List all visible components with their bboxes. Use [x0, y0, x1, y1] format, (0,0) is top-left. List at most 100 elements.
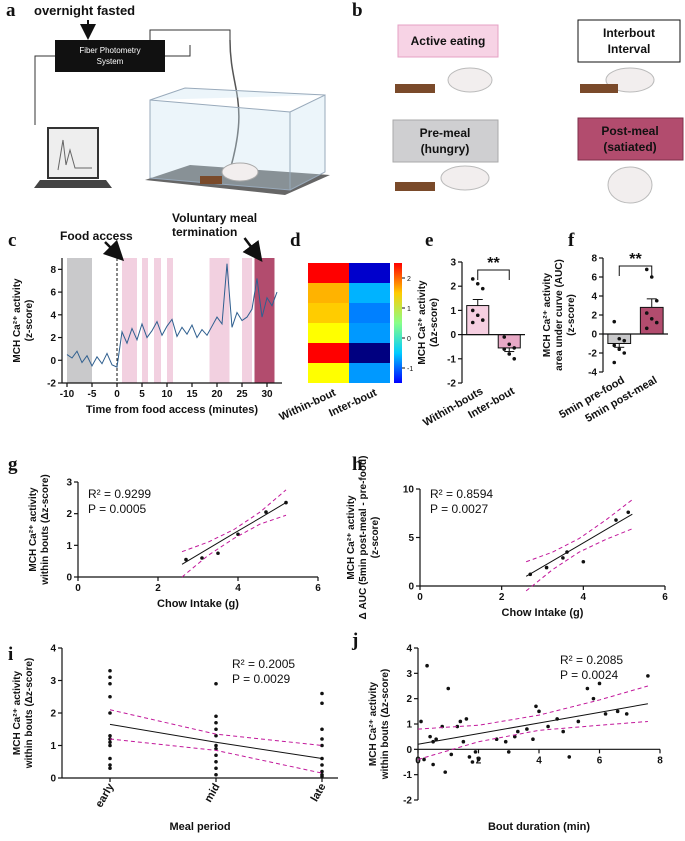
data-point: [544, 565, 549, 570]
x-tick-label: late: [309, 782, 329, 804]
heat-cell: [349, 263, 390, 283]
data-point: [534, 704, 538, 709]
y-tick-label: 6: [591, 273, 597, 284]
mouse: [221, 162, 259, 182]
data-point: [214, 766, 218, 771]
significance-bracket: [477, 269, 510, 280]
y-tick-label: 5: [408, 533, 414, 544]
data-point: [502, 335, 507, 339]
data-point: [320, 691, 324, 696]
x-tick-label: 6: [597, 755, 603, 766]
y-tick-label: -1: [447, 354, 456, 365]
y-tick-label: 8: [591, 254, 597, 265]
data-point: [470, 277, 475, 281]
y-tick-label: 6: [50, 288, 56, 299]
y-tick-label: 0: [66, 573, 72, 584]
y-axis-label: MCH Ca²⁺ activity: [12, 278, 23, 363]
fit-line: [181, 502, 287, 565]
y-tick-label: 2: [591, 311, 597, 322]
panel-label: d: [290, 230, 301, 251]
data-point: [108, 740, 112, 745]
data-point: [617, 347, 622, 352]
data-point: [516, 729, 520, 734]
data-point: [320, 701, 324, 706]
y-axis-label: area under curve (AUC): [554, 259, 565, 371]
y-tick-label: 1: [406, 720, 412, 731]
data-point: [576, 719, 581, 724]
y-axis-label: (z-score): [24, 300, 35, 342]
x-tick-label: 2: [155, 583, 161, 594]
y-tick-label: 2: [66, 509, 72, 520]
annotation-arrow: [242, 237, 263, 262]
data-point: [612, 343, 617, 348]
data-point: [654, 320, 659, 325]
y-tick-label: -2: [588, 349, 597, 360]
data-point: [108, 763, 112, 767]
data-point: [597, 681, 602, 686]
colorbar-label: 2: [407, 276, 411, 283]
data-point: [214, 733, 218, 738]
panel-label: a: [6, 0, 16, 21]
data-point: [214, 772, 218, 777]
x-axis-label: Time from food access (minutes): [86, 404, 259, 416]
laptop-screen: [47, 127, 99, 179]
ci-line: [109, 738, 323, 774]
data-point: [644, 267, 649, 272]
fit-line: [109, 723, 323, 759]
x-tick-label: 25: [236, 389, 248, 400]
y-tick-label: 0: [50, 356, 56, 367]
data-point: [184, 557, 188, 562]
data-point: [476, 757, 481, 762]
data-point: [449, 752, 454, 757]
x-axis-label: Chow Intake (g): [502, 607, 584, 619]
colorbar-label: -1: [407, 366, 413, 373]
panel-label: j: [351, 630, 358, 651]
panel-b: b Active eating Interbout Interval Pre-m…: [352, 0, 684, 204]
photometry-box: [55, 40, 165, 72]
significance-bracket: [618, 265, 653, 276]
data-point: [434, 737, 438, 741]
fit-line: [417, 703, 648, 745]
data-point: [320, 774, 324, 779]
heat-cell: [349, 323, 390, 343]
heat-cell: [349, 343, 390, 363]
stat-annotation: R² = 0.2005: [232, 657, 295, 671]
y-tick-label: 4: [591, 292, 597, 303]
y-axis-label: MCH Ca²⁺ activity: [368, 681, 379, 766]
data-point: [615, 709, 620, 714]
y-tick-label: 3: [50, 676, 56, 687]
y-tick-label: 3: [450, 258, 456, 269]
y-axis-label: Δ AUC (5min post-meal - pre-food): [358, 456, 369, 620]
stat-annotation: P = 0.0027: [430, 502, 488, 516]
state-box: [392, 119, 499, 163]
ci-line: [417, 685, 649, 730]
data-point: [422, 757, 426, 762]
y-tick-label: 4: [406, 644, 412, 655]
y-tick-label: 8: [50, 265, 56, 276]
bout-region: [67, 258, 92, 383]
y-axis-label: within bouts (Δz-score): [24, 658, 35, 770]
data-point: [649, 275, 654, 279]
y-tick-label: 2: [50, 709, 56, 720]
data-point: [108, 675, 112, 680]
ci-line: [181, 514, 287, 578]
data-point: [475, 313, 480, 318]
bout-region: [142, 258, 148, 383]
fasted-label: overnight fasted: [34, 3, 135, 18]
data-point: [431, 762, 435, 767]
laptop-base: [34, 180, 112, 188]
colorbar-label: 0: [407, 336, 411, 343]
y-axis-label: (Δz-score): [429, 298, 440, 347]
x-axis-label: Meal period: [169, 821, 230, 833]
y-tick-label: 2: [50, 333, 56, 344]
data-point: [537, 709, 541, 714]
panel-label: b: [352, 0, 363, 21]
data-point: [443, 770, 448, 774]
ci-line: [525, 499, 633, 563]
data-point: [546, 724, 550, 729]
data-point: [320, 737, 324, 741]
arena: [149, 87, 326, 191]
data-point: [614, 518, 618, 522]
column-label: Inter-bout: [327, 387, 379, 420]
